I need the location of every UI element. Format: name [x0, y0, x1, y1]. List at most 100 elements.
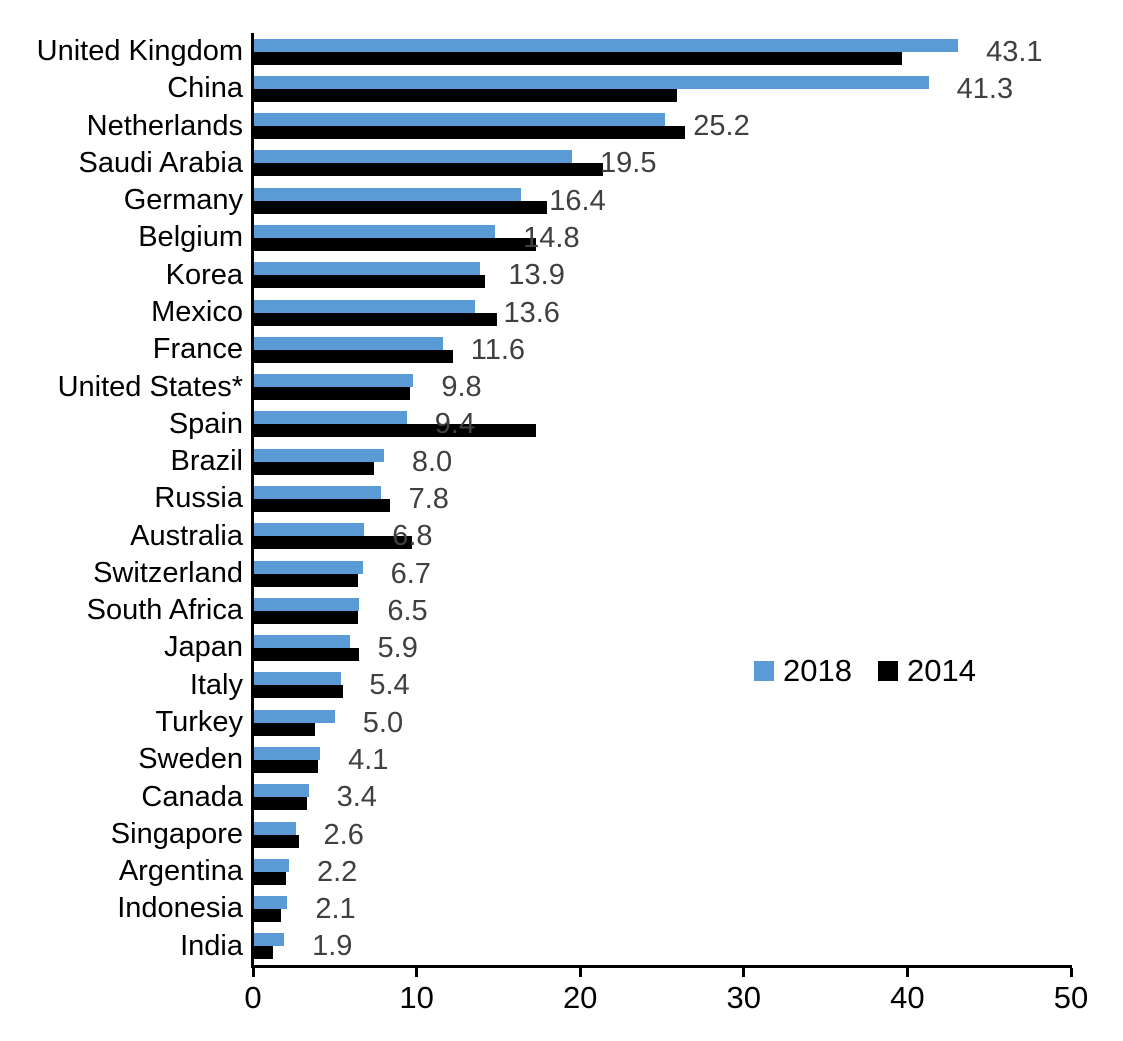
legend: 2018 2014	[754, 655, 976, 686]
bar-2014-12	[253, 499, 391, 512]
value-label: 6.8	[392, 520, 433, 553]
bar-2018-18	[253, 709, 335, 723]
value-label: 8.0	[411, 445, 453, 478]
bar-2018-13	[253, 523, 365, 537]
bar-2014-1	[253, 88, 677, 102]
bar-2014-20	[253, 797, 307, 811]
category-label: South Africa	[86, 594, 243, 627]
x-axis-line	[250, 965, 1072, 968]
value-label: 13.6	[503, 296, 560, 329]
bar-2014-2	[253, 126, 685, 140]
bar-2014-21	[253, 834, 299, 848]
bar-2018-23	[253, 896, 288, 910]
x-tick-label: 0	[244, 980, 262, 1015]
bar-2014-7	[253, 312, 497, 326]
bar-2018-10	[253, 411, 407, 425]
bar-2014-24	[253, 946, 273, 960]
bar-2018-12	[253, 486, 381, 499]
bar-2018-4	[253, 187, 522, 201]
x-tick-mark	[1069, 968, 1073, 977]
bar-2018-0	[253, 38, 959, 52]
bar-2018-15	[253, 597, 360, 611]
bar-2014-8	[253, 349, 453, 363]
bar-2014-13	[253, 536, 412, 550]
category-label: Japan	[163, 631, 243, 664]
bar-2014-9	[253, 387, 411, 401]
category-label: India	[180, 929, 243, 962]
bar-2014-16	[253, 648, 360, 662]
value-label: 4.1	[348, 743, 389, 776]
category-label: Russia	[154, 482, 243, 515]
y-axis-line	[250, 33, 254, 968]
category-label: Brazil	[170, 445, 243, 478]
bar-2014-11	[253, 461, 375, 475]
bar-2014-0	[253, 51, 903, 65]
bar-2014-3	[253, 163, 604, 177]
bar-2018-14	[253, 560, 363, 574]
category-label: France	[152, 333, 243, 366]
bar-2018-1	[253, 75, 929, 89]
category-label: Germany	[123, 184, 243, 217]
value-label: 43.1	[986, 35, 1043, 68]
bar-2018-6	[253, 262, 481, 276]
category-label: Canada	[141, 780, 243, 813]
category-label: Argentina	[118, 855, 243, 888]
category-label: Saudi Arabia	[78, 146, 243, 179]
value-label: 7.8	[408, 483, 449, 515]
legend-item-2018: 2018	[754, 655, 852, 686]
category-label: Italy	[189, 668, 243, 701]
value-label: 25.2	[693, 110, 750, 143]
category-label: Turkey	[155, 706, 243, 739]
x-tick-mark	[742, 968, 746, 977]
bar-2018-3	[253, 150, 573, 164]
value-label: 2.2	[316, 855, 358, 888]
bar-2018-8	[253, 336, 443, 350]
category-label: Switzerland	[93, 556, 243, 589]
category-label: United States*	[57, 370, 243, 403]
category-label: Sweden	[138, 743, 243, 776]
x-tick-label: 30	[726, 980, 762, 1015]
value-label: 3.4	[336, 781, 377, 814]
bar-2018-19	[253, 746, 321, 760]
x-tick-mark	[415, 968, 419, 977]
legend-item-2014: 2014	[877, 653, 976, 688]
value-label: 13.9	[508, 259, 565, 292]
bar-2014-5	[253, 238, 537, 252]
bar-2014-14	[253, 573, 358, 587]
bar-2014-15	[253, 610, 358, 624]
bar-2018-24	[253, 933, 285, 947]
bar-2014-18	[253, 722, 316, 736]
value-label: 6.5	[387, 594, 428, 627]
bar-2014-4	[253, 200, 548, 214]
category-label: Spain	[168, 407, 243, 440]
bar-2018-22	[253, 858, 289, 872]
bar-2014-17	[253, 685, 343, 699]
category-label: United Kingdom	[36, 35, 243, 67]
category-label: China	[167, 72, 243, 105]
x-tick-mark	[251, 968, 255, 977]
bar-2014-19	[253, 759, 319, 773]
category-label: Mexico	[151, 295, 243, 328]
category-label: Singapore	[110, 817, 243, 850]
bar-2018-9	[253, 374, 414, 388]
category-label: Netherlands	[86, 109, 243, 142]
value-label: 5.9	[377, 632, 418, 665]
x-tick-label: 20	[562, 980, 598, 1015]
category-label: Indonesia	[117, 892, 243, 925]
value-label: 2.6	[323, 818, 364, 851]
x-tick-mark	[578, 968, 582, 977]
bar-2018-11	[253, 448, 384, 462]
legend-label-2018: 2018	[783, 653, 852, 688]
value-label: 6.7	[390, 557, 431, 590]
value-label: 16.4	[549, 184, 606, 217]
bar-2018-20	[253, 784, 309, 798]
value-label: 5.0	[362, 706, 404, 739]
bar-2014-23	[253, 909, 281, 923]
value-label: 14.8	[523, 222, 580, 255]
value-label: 41.3	[956, 72, 1014, 105]
legend-label-2014: 2014	[906, 653, 976, 688]
bar-2014-22	[253, 871, 286, 885]
value-label: 11.6	[470, 333, 526, 366]
category-label: Korea	[165, 258, 243, 291]
